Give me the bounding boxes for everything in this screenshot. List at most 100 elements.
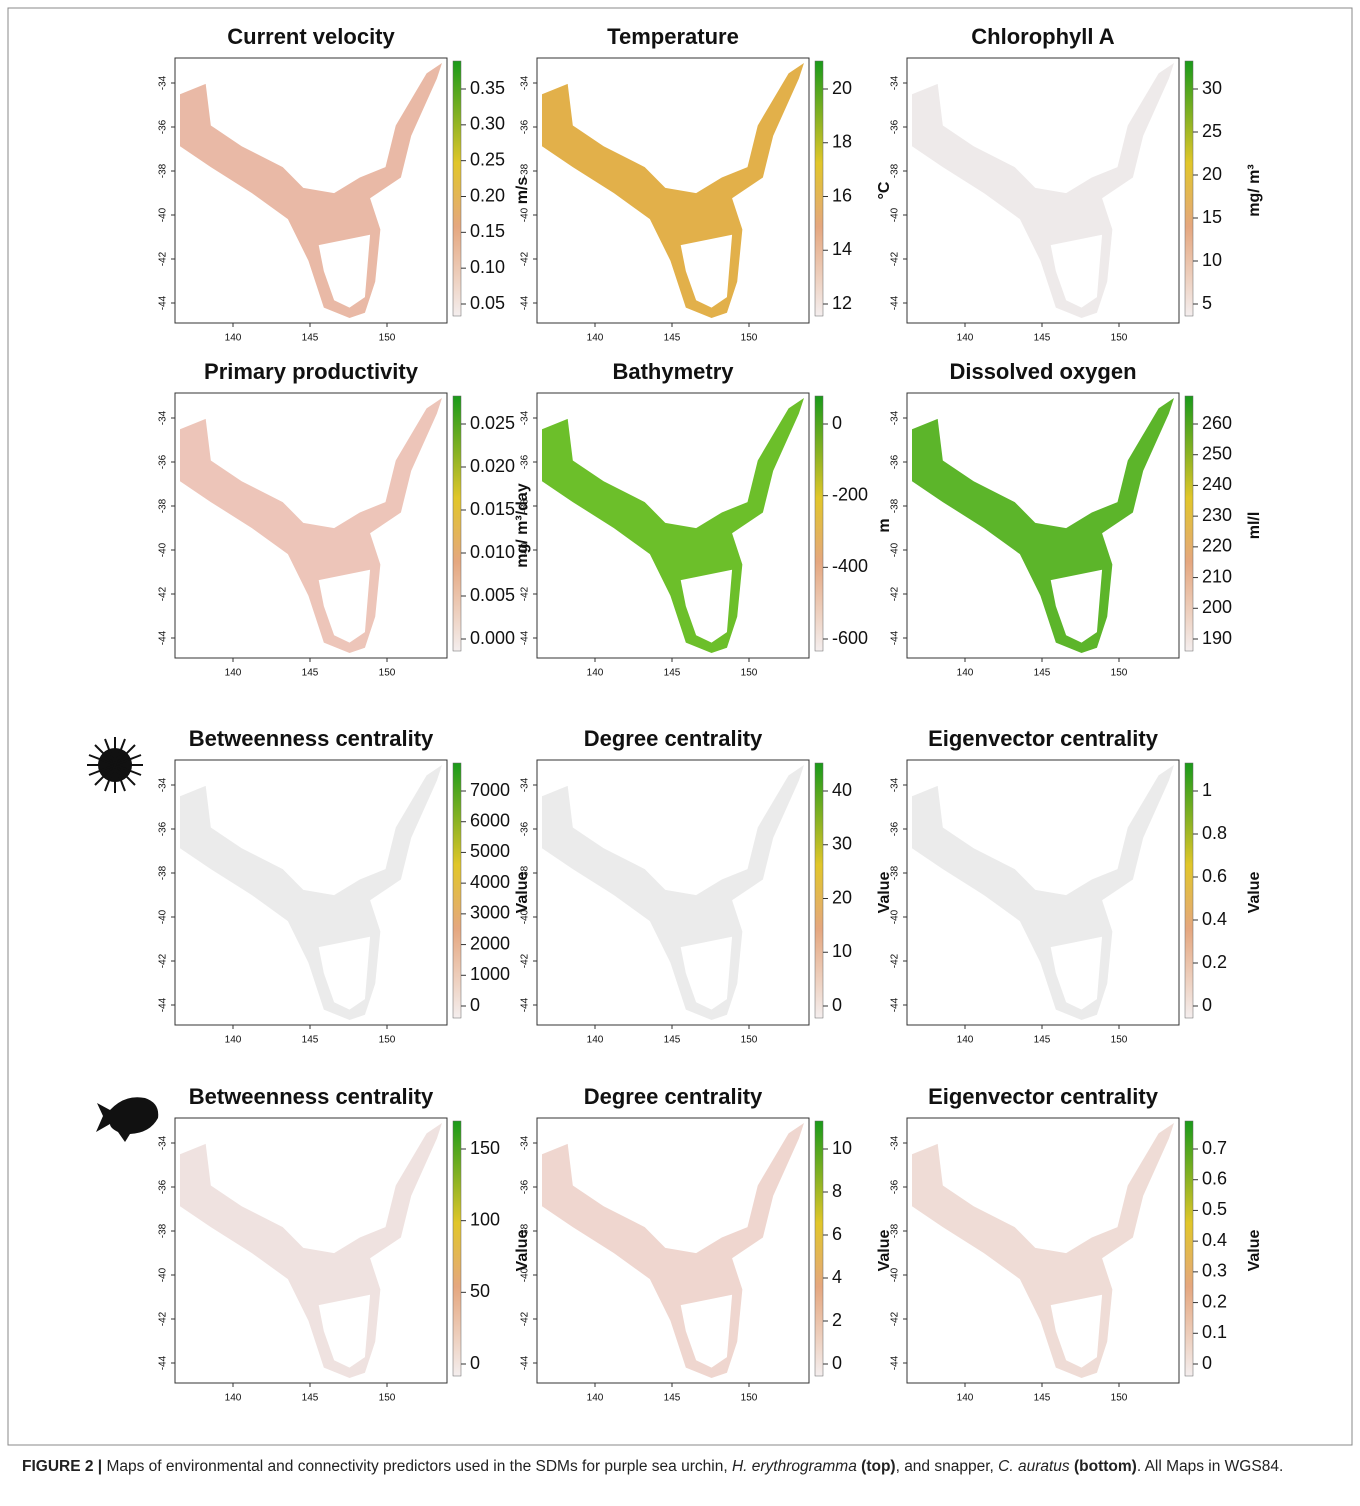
colorbar [453, 61, 461, 316]
lon-tick-label: 150 [379, 1393, 396, 1404]
lon-tick-label: 145 [302, 1393, 319, 1404]
colorbar-tick-label: 20 [832, 78, 852, 98]
lon-tick-label: 150 [741, 1393, 758, 1404]
lat-tick-label: -44 [890, 997, 901, 1012]
lat-tick-label: -42 [158, 1311, 169, 1326]
colorbar-tick-label: 7000 [470, 780, 510, 800]
lat-tick-label: -42 [890, 1311, 901, 1326]
colorbar-tick-label: 2000 [470, 933, 510, 953]
colorbar-tick-label: 3000 [470, 903, 510, 923]
lat-tick-label: -40 [890, 909, 901, 924]
lat-tick-label: -38 [890, 498, 901, 513]
lat-tick-label: -34 [890, 75, 901, 90]
lon-tick-label: 145 [1034, 668, 1051, 679]
lat-tick-label: -44 [520, 1355, 531, 1370]
colorbar-tick-label: -600 [832, 628, 868, 648]
colorbar-tick-label: 0.35 [470, 78, 505, 98]
lon-tick-label: 150 [1111, 668, 1128, 679]
colorbar-tick-label: 0.6 [1202, 1168, 1227, 1188]
panel-title: Dissolved oxygen [949, 359, 1136, 384]
lon-tick-label: 140 [225, 668, 242, 679]
colorbar-tick-label: 200 [1202, 597, 1232, 617]
colorbar-tick-label: 210 [1202, 566, 1232, 586]
caption-text: , and snapper, [896, 1458, 999, 1475]
map-panel: Betweenness centrality-34-36-38-40-42-44… [158, 726, 532, 1046]
colorbar-tick-label: 40 [832, 780, 852, 800]
panel-title: Betweenness centrality [189, 1084, 434, 1109]
lat-tick-label: -38 [890, 865, 901, 880]
colorbar [815, 1121, 823, 1376]
colorbar-tick-label: 0.005 [470, 585, 515, 605]
colorbar-unit: Value [1246, 1230, 1263, 1272]
lat-tick-label: -42 [520, 251, 531, 266]
lon-tick-label: 140 [957, 1035, 974, 1046]
lat-tick-label: -44 [890, 1355, 901, 1370]
lat-tick-label: -42 [158, 953, 169, 968]
colorbar [1185, 396, 1193, 651]
colorbar-tick-label: 0 [1202, 995, 1212, 1015]
colorbar-tick-label: 0.25 [470, 149, 505, 169]
lat-tick-label: -38 [890, 1223, 901, 1238]
lat-tick-label: -40 [158, 207, 169, 222]
colorbar-tick-label: 14 [832, 239, 852, 259]
colorbar-tick-label: 20 [832, 887, 852, 907]
lon-tick-label: 140 [587, 1035, 604, 1046]
lat-tick-label: -44 [520, 630, 531, 645]
lat-tick-label: -40 [520, 1267, 531, 1282]
lon-tick-label: 150 [379, 668, 396, 679]
lat-tick-label: -44 [520, 997, 531, 1012]
colorbar-tick-label: 230 [1202, 505, 1232, 525]
lon-tick-label: 145 [664, 1393, 681, 1404]
lat-tick-label: -44 [158, 630, 169, 645]
colorbar-tick-label: 1000 [470, 964, 510, 984]
lat-tick-label: -42 [520, 953, 531, 968]
lon-tick-label: 145 [1034, 1393, 1051, 1404]
lat-tick-label: -42 [890, 251, 901, 266]
colorbar-tick-label: 0.1 [1202, 1322, 1227, 1342]
colorbar-tick-label: 15 [1202, 207, 1222, 227]
lat-tick-label: -42 [520, 586, 531, 601]
lon-tick-label: 150 [379, 333, 396, 344]
lat-tick-label: -42 [158, 251, 169, 266]
lon-tick-label: 140 [225, 1035, 242, 1046]
lat-tick-label: -34 [520, 75, 531, 90]
lat-tick-label: -34 [158, 777, 169, 792]
lat-tick-label: -38 [890, 163, 901, 178]
fish-icon [96, 1097, 158, 1142]
colorbar-tick-label: 190 [1202, 628, 1232, 648]
colorbar [453, 396, 461, 651]
lon-tick-label: 150 [379, 1035, 396, 1046]
lat-tick-label: -44 [520, 295, 531, 310]
lat-tick-label: -38 [520, 1223, 531, 1238]
colorbar-tick-label: 220 [1202, 536, 1232, 556]
colorbar-tick-label: 2 [832, 1310, 842, 1330]
lat-tick-label: -40 [890, 542, 901, 557]
colorbar-tick-label: 5 [1202, 293, 1212, 313]
lon-tick-label: 145 [664, 1035, 681, 1046]
lat-tick-label: -34 [158, 75, 169, 90]
lat-tick-label: -38 [158, 1223, 169, 1238]
map-panel: Eigenvector centrality-34-36-38-40-42-44… [890, 1084, 1264, 1404]
colorbar-tick-label: 0.000 [470, 628, 515, 648]
colorbar-unit: °C [876, 181, 893, 199]
colorbar [815, 396, 823, 651]
colorbar-tick-label: 1 [1202, 780, 1212, 800]
lat-tick-label: -36 [890, 119, 901, 134]
lat-tick-label: -36 [890, 454, 901, 469]
colorbar-tick-label: 0.7 [1202, 1138, 1227, 1158]
lat-tick-label: -34 [520, 777, 531, 792]
panel-title: Betweenness centrality [189, 726, 434, 751]
lat-tick-label: -40 [520, 542, 531, 557]
lat-tick-label: -36 [890, 1179, 901, 1194]
lat-tick-label: -34 [520, 410, 531, 425]
colorbar-tick-label: 250 [1202, 443, 1232, 463]
figure: Current velocity-34-36-38-40-42-44140145… [0, 0, 1360, 1506]
lon-tick-label: 140 [587, 333, 604, 344]
colorbar-tick-label: 10 [1202, 250, 1222, 270]
colorbar-tick-label: 0.8 [1202, 823, 1227, 843]
caption: FIGURE 2 | Maps of environmental and con… [22, 1456, 1342, 1478]
colorbar-tick-label: 0 [470, 1353, 480, 1373]
